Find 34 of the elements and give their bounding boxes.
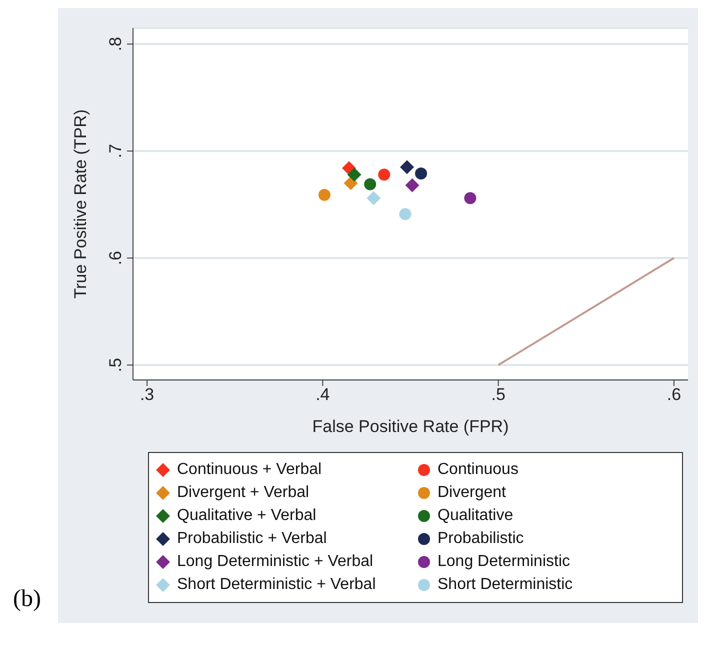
point [378,168,390,181]
x-tick-label: .6 [666,385,682,404]
legend-label: Long Deterministic + Verbal [177,553,374,571]
legend-label: Short Deterministic [438,576,573,594]
y-tick-label: .8 [106,36,125,52]
point [405,178,420,192]
legend-label: Continuous [438,461,518,479]
legend-label: Long Deterministic [438,553,570,571]
legend-label: Probabilistic [438,530,524,548]
point [399,208,412,220]
legend-label: Continuous + Verbal [177,461,322,479]
x-tick-label: .3 [140,385,154,404]
legend-label: Qualitative + Verbal [177,507,316,525]
y-tick-label: .5 [106,358,125,372]
point [318,188,330,201]
x-tick-label: .5 [491,385,506,404]
y-tick-label: .7 [106,144,125,158]
point [464,192,476,204]
y-axis-title: True Positive Rate (TPR) [71,109,90,299]
legend-label: Short Deterministic + Verbal [177,576,376,594]
point [347,168,362,182]
point [400,160,414,174]
legend-label: Probabilistic + Verbal [177,530,327,548]
legend-label: Qualitative [438,507,514,525]
point [366,191,381,206]
text: (b) [13,586,41,613]
legend-label: Divergent + Verbal [177,484,310,502]
point [344,176,358,190]
y-tick-label: .6 [106,250,125,266]
x-tick-label: .4 [316,385,330,404]
x-axis-title: False Positive Rate (FPR) [312,417,509,436]
point [415,168,428,180]
legend-label: Divergent [438,484,506,502]
point [364,178,376,190]
